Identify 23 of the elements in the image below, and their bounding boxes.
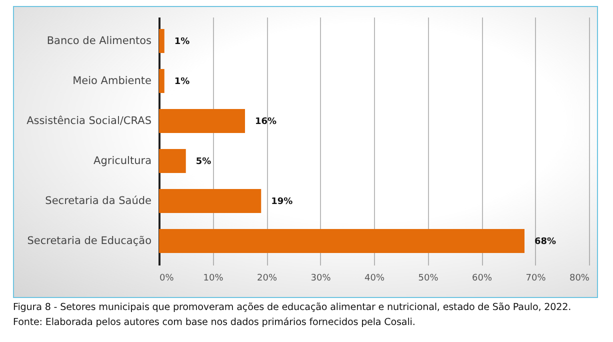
y-tick-label: Banco de Alimentos bbox=[46, 35, 152, 47]
y-tick-label: Secretaria da Saúde bbox=[45, 195, 152, 207]
y-tick-label: Secretaria de Educação bbox=[27, 235, 152, 247]
x-tick-label: 40% bbox=[364, 274, 385, 284]
data-label: 1% bbox=[174, 37, 190, 47]
y-tick-label: Assistência Social/CRAS bbox=[26, 115, 152, 127]
data-label: 68% bbox=[534, 237, 556, 247]
x-tick-label: 0% bbox=[160, 274, 174, 284]
x-tick-label: 30% bbox=[310, 274, 332, 284]
x-tick-label: 10% bbox=[203, 274, 224, 284]
x-tick-label: 70% bbox=[526, 274, 546, 284]
data-label: 19% bbox=[271, 197, 293, 207]
x-tick-label: 80% bbox=[569, 274, 590, 284]
data-label: 16% bbox=[255, 117, 277, 127]
x-tick-label: 60% bbox=[472, 274, 492, 284]
y-tick-label: Meio Ambiente bbox=[72, 75, 152, 87]
text: Figura 8 - Setores municipais que promoveram ações de educação alimentar e nutricional, estado de São Paulo, 2022. bbox=[13, 301, 572, 315]
x-tick-label: 50% bbox=[418, 274, 439, 284]
source-note: Fonte: Elaborada pelos autores com base nos dados primários fornecidos pela Cosali. bbox=[13, 316, 416, 330]
data-label: 1% bbox=[174, 77, 190, 87]
x-tick-label: 20% bbox=[256, 274, 278, 284]
y-tick-label: Agricultura bbox=[94, 155, 152, 167]
data-label: 5% bbox=[196, 157, 212, 167]
